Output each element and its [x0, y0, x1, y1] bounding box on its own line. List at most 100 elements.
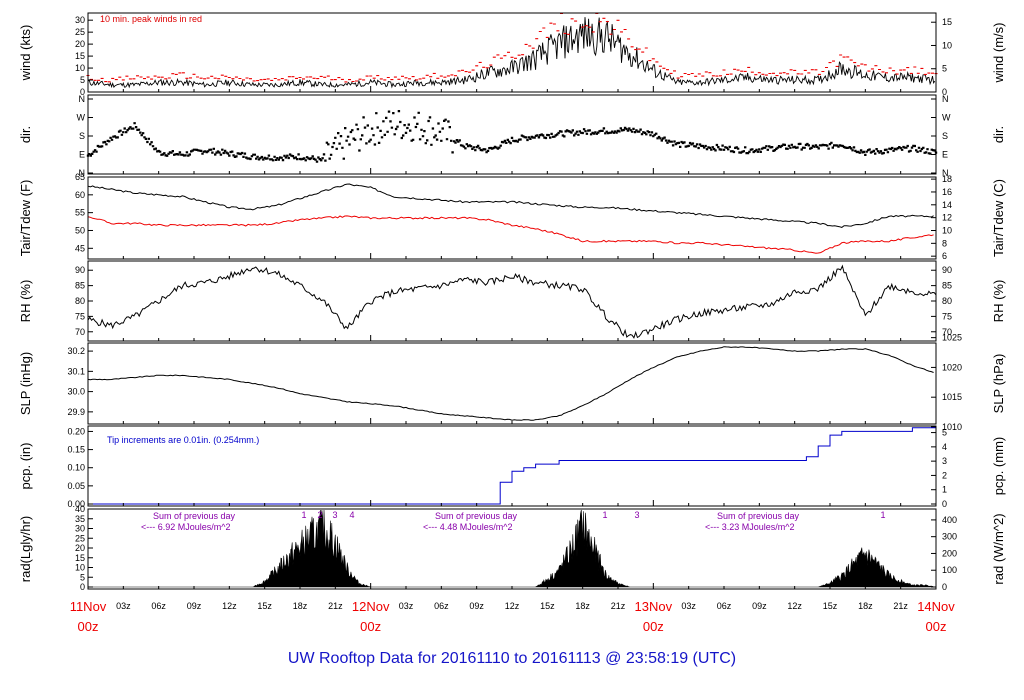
dir-ytick-right-4: N — [942, 94, 949, 104]
slp-ylabel-right: SLP (hPa) — [991, 354, 1006, 414]
x-hour-label: 09z — [469, 601, 484, 611]
dir-ytick-right-2: S — [942, 131, 948, 141]
rad-marker-0: 1 — [301, 510, 306, 520]
slp-panel: 29.9 30.0 30.1 30.2 1010 1015 1020 1025 SLP (inH… — [18, 333, 1006, 432]
x-hour-label: 18z — [575, 601, 590, 611]
slp-ytick-left-2: 30.1 — [67, 366, 85, 376]
x-day-label-hour-2: 00z — [643, 619, 664, 634]
x-day-label-date-1: 12Nov — [352, 599, 390, 614]
precip-ytick-right-2: 2 — [942, 470, 947, 480]
precip-ytick-right-4: 4 — [942, 442, 947, 452]
rad-ytick-left-3: 15 — [75, 553, 85, 563]
rh-series-line — [87, 264, 937, 339]
precip-ytick-left-3: 0.15 — [67, 445, 85, 455]
dewpoint-series-line — [87, 215, 934, 254]
precip-ytick-left-0: 0.00 — [67, 499, 85, 509]
precip-ytick-right-5: 5 — [942, 428, 947, 438]
x-hour-label: 21z — [328, 601, 343, 611]
precip-annotation: Tip increments are 0.01in. (0.254mm.) — [107, 435, 259, 445]
temp-ytick-left-3: 60 — [75, 190, 85, 200]
rad-daily-sum-value-0: <--- 6.92 MJoules/m^2 — [141, 522, 231, 532]
x-hour-label: 21z — [893, 601, 908, 611]
rad-ytick-right-1: 100 — [942, 565, 957, 575]
rad-ytick-left-7: 35 — [75, 514, 85, 524]
temp-ytick-right-1: 8 — [942, 238, 947, 248]
temp-ylabel-right: Tair/Tdew (C) — [991, 179, 1006, 257]
rh-ytick-left-2: 80 — [75, 296, 85, 306]
rh-ylabel-right: RH (%) — [991, 280, 1006, 323]
x-hour-label: 21z — [611, 601, 626, 611]
precip-ytick-left-1: 0.05 — [67, 481, 85, 491]
rad-marker-4: 1 — [602, 510, 607, 520]
rad-ytick-left-2: 10 — [75, 563, 85, 573]
rad-daily-sum-value-1: <--- 4.48 MJoules/m^2 — [423, 522, 513, 532]
wind-ytick-left-3: 15 — [75, 51, 85, 61]
dir-ylabel-left: dir. — [18, 126, 33, 143]
slp-ylabel-left: SLP (inHg) — [18, 352, 33, 415]
wind-ytick-right-1: 5 — [942, 64, 947, 74]
wind-ytick-left-6: 30 — [75, 15, 85, 25]
dir-ytick-left-2: S — [79, 131, 85, 141]
temp-ytick-left-0: 45 — [75, 243, 85, 253]
rad-daily-sum-label-0: Sum of previous day — [153, 511, 236, 521]
x-axis-labels: 03z 06z 09z 12z 15z 18z 21z 03z 06z 09z 12z 15z 18z 2… — [70, 599, 956, 634]
rh-ytick-right-2: 80 — [942, 296, 952, 306]
x-hour-label: 12z — [787, 601, 802, 611]
x-hour-label: 03z — [399, 601, 414, 611]
temp-ylabel-left: Tair/Tdew (F) — [18, 180, 33, 257]
x-day-label-date-3: 14Nov — [917, 599, 955, 614]
temp-ytick-right-6: 18 — [942, 174, 952, 184]
slp-ytick-right-3: 1025 — [942, 333, 962, 343]
slp-ytick-left-0: 29.9 — [67, 407, 85, 417]
rh-ytick-right-1: 75 — [942, 311, 952, 321]
temp-frame — [87, 176, 937, 260]
rad-marker-1: 2 — [317, 510, 322, 520]
dir-ytick-left-4: N — [79, 94, 86, 104]
rad-ytick-left-4: 20 — [75, 543, 85, 553]
rh-ytick-left-3: 85 — [75, 281, 85, 291]
rad-ytick-left-6: 30 — [75, 524, 85, 534]
rad-daily-sum-label-1: Sum of previous day — [435, 511, 518, 521]
precip-ylabel-right: pcp. (mm) — [991, 437, 1006, 496]
precip-series-line — [88, 427, 936, 505]
wind-ylabel-left: wind (kts) — [18, 25, 33, 82]
temp-panel: 45 50 55 60 65 6 8 10 12 14 16 18 Tair/Tdew (F) Tair/… — [18, 172, 1006, 261]
air-temp-series-line — [87, 183, 934, 228]
rad-ytick-left-1: 5 — [80, 572, 85, 582]
slp-ytick-right-1: 1015 — [942, 392, 962, 402]
wind-ytick-right-3: 15 — [942, 17, 952, 27]
rad-marker-3: 4 — [349, 510, 354, 520]
rh-ytick-right-4: 90 — [942, 265, 952, 275]
temp-ytick-left-1: 50 — [75, 225, 85, 235]
wind-ylabel-right: wind (m/s) — [991, 23, 1006, 84]
precip-ytick-right-3: 3 — [942, 456, 947, 466]
wind-ytick-left-5: 25 — [75, 27, 85, 37]
x-day-label-hour-1: 00z — [360, 619, 381, 634]
slp-series-line — [87, 346, 934, 421]
x-hour-label: 18z — [858, 601, 873, 611]
precip-ytick-right-0: 0 — [942, 499, 947, 509]
x-hour-label: 06z — [151, 601, 166, 611]
rad-ytick-left-0: 0 — [80, 582, 85, 592]
rad-ylabel-left: rad(Lgly/hr) — [18, 516, 33, 582]
rh-ylabel-left: RH (%) — [18, 280, 33, 323]
wind-ytick-left-0: 0 — [80, 87, 85, 97]
x-hour-label: 18z — [293, 601, 308, 611]
rad-daily-sum-label-2: Sum of previous day — [717, 511, 800, 521]
rad-ylabel-right: rad (W/m^2) — [991, 513, 1006, 584]
dir-ylabel-right: dir. — [991, 126, 1006, 143]
wind-ytick-right-2: 10 — [942, 40, 952, 50]
x-hour-label: 03z — [116, 601, 131, 611]
rh-panel: 70 75 80 85 90 70 75 80 85 90 RH (%) RH (%) — [18, 260, 1006, 342]
x-hour-label: 06z — [717, 601, 732, 611]
dir-ytick-left-1: E — [79, 150, 85, 160]
slp-ytick-right-0: 1010 — [942, 422, 962, 432]
wind-ytick-right-0: 0 — [942, 87, 947, 97]
dir-ytick-left-3: W — [77, 113, 86, 123]
temp-ytick-left-4: 65 — [75, 172, 85, 182]
temp-ytick-right-3: 12 — [942, 213, 952, 223]
temp-ytick-right-5: 16 — [942, 187, 952, 197]
rh-ytick-right-3: 85 — [942, 281, 952, 291]
precip-panel: 0.00 0.05 0.10 0.15 0.20 0 1 2 3 4 5 pcp. (in) pcp. … — [18, 425, 1006, 509]
